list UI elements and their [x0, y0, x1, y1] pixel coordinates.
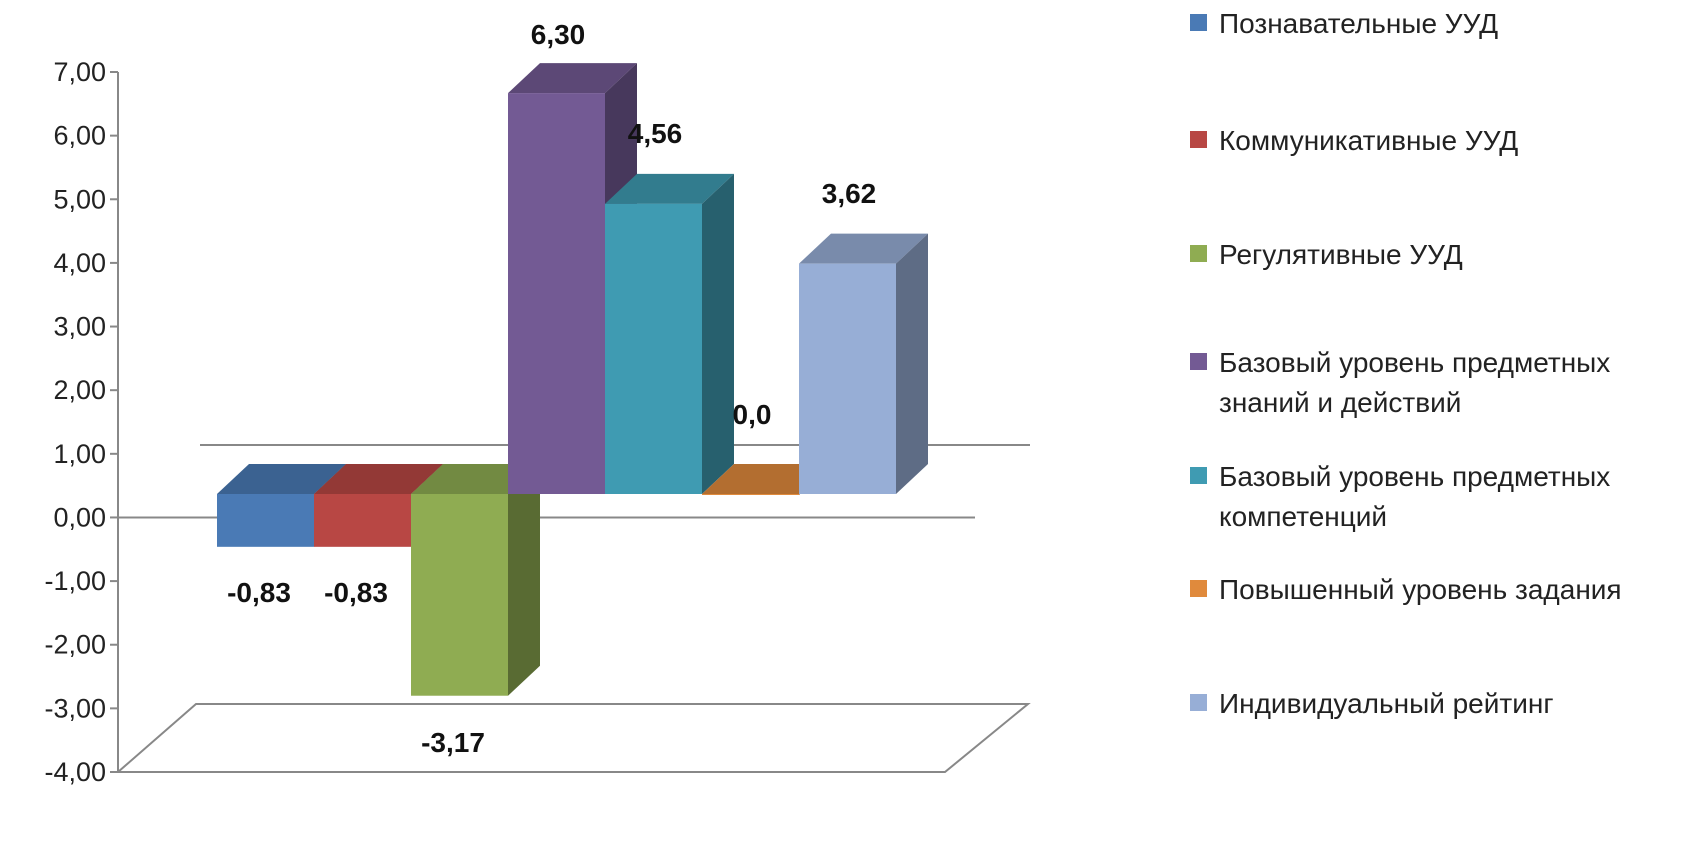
- y-tick-label: 0,00: [53, 502, 106, 532]
- y-tick-label: 2,00: [53, 375, 106, 405]
- data-label-1: -0,83: [227, 577, 291, 608]
- y-tick-label: 4,00: [53, 248, 106, 278]
- data-label-5: 4,56: [628, 118, 683, 149]
- y-tick-label: 6,00: [53, 121, 106, 151]
- legend-swatch: [1190, 694, 1207, 711]
- legend-item: Индивидуальный рейтинг: [1190, 684, 1689, 724]
- legend-swatch: [1190, 245, 1207, 262]
- data-label-2: -0,83: [324, 577, 388, 608]
- bar-side-face: [702, 173, 734, 494]
- y-tick-label: -4,00: [44, 757, 106, 787]
- y-tick-label: 5,00: [53, 184, 106, 214]
- legend-swatch: [1190, 14, 1207, 31]
- bar-side-face: [508, 464, 540, 696]
- bar-3: [411, 464, 540, 696]
- bar-top-face: [508, 63, 637, 94]
- bar-top-face: [411, 464, 540, 494]
- bar-front-face: [799, 263, 896, 494]
- y-tick-label: 3,00: [53, 312, 106, 342]
- bar-top-face: [702, 464, 831, 494]
- legend-label: Регулятивные УУД: [1219, 239, 1463, 270]
- bar-front-face: [411, 494, 508, 696]
- y-tick-label: 7,00: [53, 57, 106, 87]
- legend-swatch: [1190, 467, 1207, 484]
- bar-top-face: [605, 173, 734, 204]
- bar-front-face: [605, 203, 702, 494]
- bar-front-face: [314, 494, 411, 547]
- y-tick-label: -2,00: [44, 630, 106, 660]
- y-tick-label: -3,00: [44, 693, 106, 723]
- data-label-3: -3,17: [421, 727, 485, 758]
- legend-label: Познавательные УУД: [1219, 8, 1499, 39]
- chart-floor: [115, 703, 1031, 773]
- legend-item: Регулятивные УУД: [1190, 235, 1689, 275]
- legend-label: Базовый уровень предметных компетенций: [1219, 461, 1611, 532]
- chart-legend: Познавательные УУД Коммуникативные УУД Рег…: [1190, 0, 1704, 860]
- legend-item: Базовый уровень предметных знаний и дейс…: [1190, 343, 1689, 423]
- data-label-6: 0,0: [733, 399, 772, 430]
- legend-label: Коммуникативные УУД: [1219, 125, 1519, 156]
- bar-front-face: [217, 494, 314, 547]
- bar-top-face: [799, 233, 928, 264]
- legend-item: Коммуникативные УУД: [1190, 121, 1689, 161]
- bar-7: [799, 233, 928, 495]
- legend-swatch: [1190, 131, 1207, 148]
- bar-side-face: [896, 233, 928, 495]
- data-label-4: 6,30: [531, 19, 586, 50]
- bar-front-face: [702, 494, 799, 495]
- bar-top-face: [217, 464, 346, 494]
- legend-item: Повышенный уровень задания: [1190, 570, 1689, 610]
- legend-item: Базовый уровень предметных компетенций: [1190, 457, 1689, 537]
- data-label-7: 3,62: [822, 178, 877, 209]
- legend-item: Познавательные УУД: [1190, 4, 1689, 44]
- legend-swatch: [1190, 580, 1207, 597]
- bar-top-face: [314, 464, 443, 494]
- y-tick-label: 1,00: [53, 439, 106, 469]
- legend-swatch: [1190, 353, 1207, 370]
- bar-front-face: [508, 93, 605, 494]
- legend-label: Базовый уровень предметных знаний и дейс…: [1219, 347, 1611, 418]
- legend-label: Индивидуальный рейтинг: [1219, 688, 1554, 719]
- legend-label: Повышенный уровень задания: [1219, 574, 1622, 605]
- bar-5: [605, 173, 734, 494]
- y-tick-label: -1,00: [44, 566, 106, 596]
